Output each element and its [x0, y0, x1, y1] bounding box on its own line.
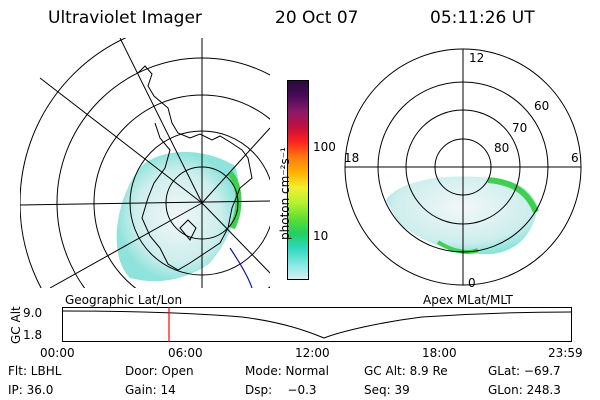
door-field: Door: Open [125, 364, 194, 378]
apex-map-label: Apex MLat/MLT [423, 293, 513, 307]
seq-field: Seq: 39 [364, 383, 410, 397]
gain-field: Gain: 14 [125, 383, 176, 397]
gc-alt-field: GC Alt: 8.9 Re [364, 364, 448, 378]
timeline-y-max: 9.0 [23, 306, 43, 320]
timeline-plot [62, 307, 572, 342]
date-label: 20 Oct 07 [275, 8, 359, 28]
coastline [137, 65, 253, 271]
mlat-label-80: 80 [494, 141, 509, 155]
app-title: Ultraviolet Imager [48, 8, 202, 28]
aurora-arc-right [487, 177, 539, 214]
time-tick-1200: 12:00 [295, 346, 330, 360]
glon-field: GLon: 248.3 [488, 383, 561, 397]
color-scale-bar [287, 80, 309, 280]
terminator-line [229, 247, 253, 288]
ip-field: IP: 36.0 [8, 383, 54, 397]
glat-field: GLat: −69.7 [488, 364, 561, 378]
time-tick-0000: 00:00 [40, 346, 75, 360]
time-tick-1800: 18:00 [422, 346, 457, 360]
apex-map: 12 18 6 0 60 70 80 [344, 48, 582, 290]
time-tick-0600: 06:00 [168, 346, 203, 360]
timeline-frame [62, 307, 572, 342]
mlat-label-70: 70 [512, 121, 527, 135]
mlt-label-18: 18 [344, 151, 359, 165]
colorbar-tick-10: 10 [313, 229, 329, 243]
colorbar-tick-100: 100 [313, 140, 336, 154]
aurora-emission-right [386, 176, 538, 255]
mlt-label-0: 0 [468, 276, 476, 290]
time-label: 05:11:26 UT [430, 8, 535, 28]
aurora-arc-left [227, 171, 242, 230]
flt-field: Flt: LBHL [8, 364, 62, 378]
colorbar-unit-label: photon cm⁻²s⁻¹ [278, 147, 292, 240]
timeline-y-min: 1.8 [23, 328, 43, 342]
geographic-map-label: Geographic Lat/Lon [65, 293, 183, 307]
geographic-map [20, 38, 270, 288]
mode-field: Mode: Normal [245, 364, 329, 378]
dsp-field: Dsp: −0.3 [245, 383, 317, 397]
time-tick-2359: 23:59 [548, 346, 583, 360]
mlat-label-60: 60 [534, 99, 549, 113]
mlt-label-12: 12 [469, 51, 484, 65]
mlt-label-6: 6 [571, 151, 579, 165]
timeline-axis-label: GC Alt [9, 306, 23, 344]
